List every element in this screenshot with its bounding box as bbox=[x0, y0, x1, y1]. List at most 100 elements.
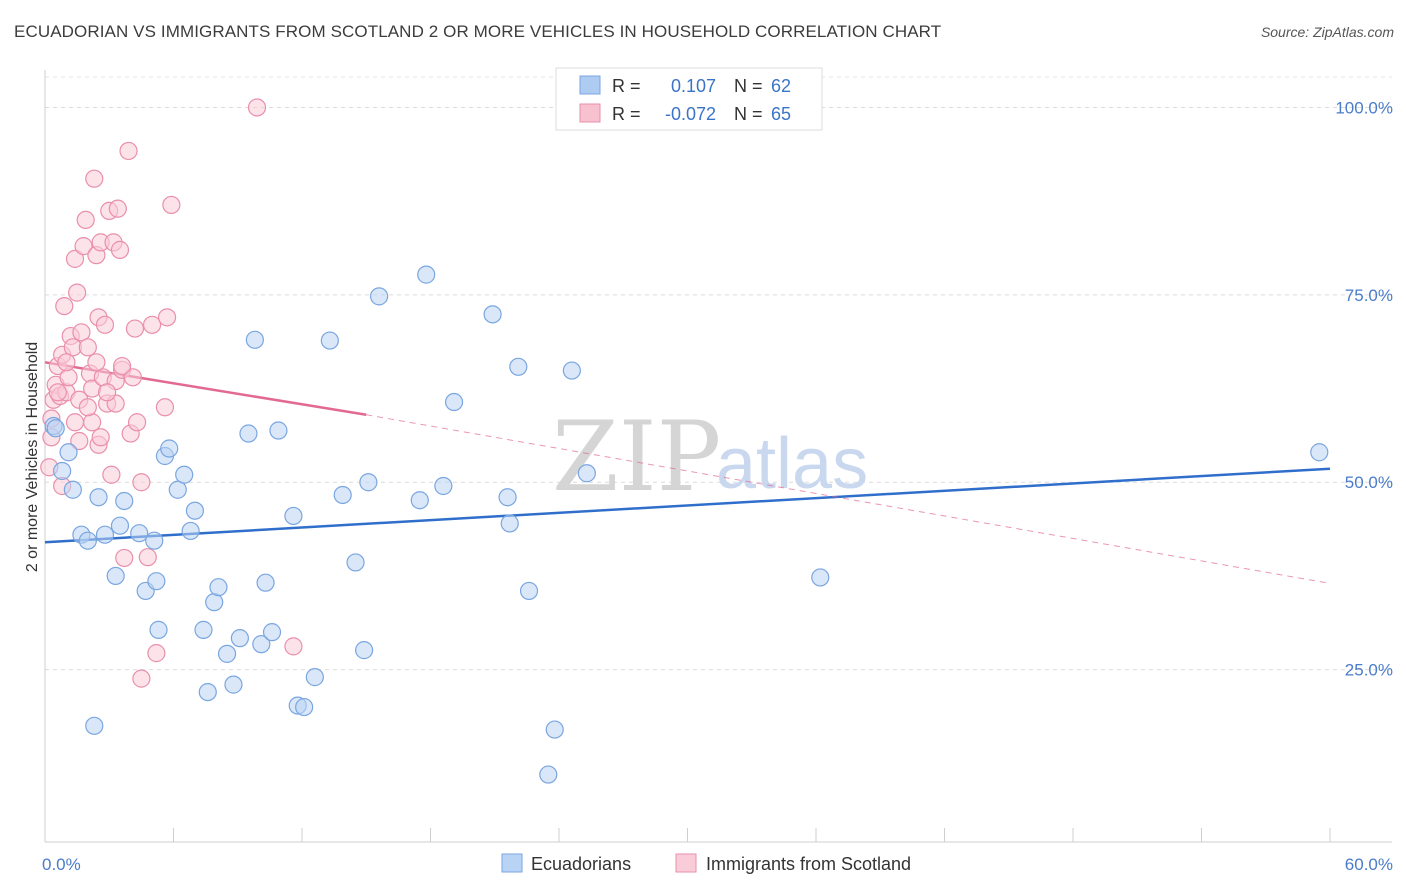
correlation-legend: R = 0.107 N = 62 R = -0.072 N = 65 bbox=[555, 67, 823, 131]
legend-n-label-0: N = bbox=[734, 76, 763, 96]
point-ecuadorians bbox=[333, 485, 352, 505]
trend-line-scotland-extension bbox=[366, 414, 1331, 584]
point-ecuadorians bbox=[130, 524, 149, 543]
chart-title: ECUADORIAN VS IMMIGRANTS FROM SCOTLAND 2… bbox=[14, 22, 942, 41]
point-ecuadorians bbox=[545, 720, 564, 739]
point-ecuadorians bbox=[168, 480, 187, 499]
point-scotland bbox=[123, 368, 142, 387]
point-scotland bbox=[127, 413, 147, 432]
point-ecuadorians bbox=[359, 473, 378, 492]
point-ecuadorians bbox=[59, 443, 78, 462]
point-scotland bbox=[142, 315, 162, 334]
point-scotland bbox=[48, 383, 67, 402]
point-scotland bbox=[102, 465, 121, 484]
point-ecuadorians bbox=[498, 488, 517, 507]
source-label: Source: ZipAtlas.com bbox=[1260, 24, 1394, 40]
legend-n-label-1: N = bbox=[734, 104, 763, 124]
point-scotland bbox=[65, 413, 85, 432]
point-ecuadorians bbox=[63, 480, 82, 499]
point-ecuadorians bbox=[110, 516, 130, 535]
point-ecuadorians bbox=[245, 330, 264, 349]
point-ecuadorians bbox=[577, 464, 596, 483]
legend-n-value-0: 62 bbox=[771, 76, 791, 96]
point-scotland bbox=[87, 353, 106, 372]
point-scotland bbox=[115, 548, 134, 568]
point-ecuadorians bbox=[46, 419, 65, 438]
point-ecuadorians bbox=[1310, 443, 1329, 462]
point-ecuadorians bbox=[224, 675, 243, 694]
point-scotland bbox=[132, 669, 151, 688]
point-scotland bbox=[284, 637, 303, 656]
point-ecuadorians bbox=[194, 620, 213, 639]
point-ecuadorians bbox=[811, 568, 830, 587]
point-scotland bbox=[76, 210, 95, 230]
point-ecuadorians bbox=[262, 623, 282, 642]
point-ecuadorians bbox=[95, 525, 115, 544]
point-ecuadorians bbox=[252, 635, 271, 654]
point-ecuadorians bbox=[346, 553, 365, 572]
point-ecuadorians bbox=[78, 531, 97, 550]
watermark-zip: ZIP bbox=[552, 401, 721, 513]
point-scotland bbox=[95, 315, 115, 334]
point-scotland bbox=[125, 319, 145, 338]
point-ecuadorians bbox=[106, 566, 125, 586]
point-scotland bbox=[108, 199, 127, 218]
point-ecuadorians bbox=[562, 361, 581, 380]
axes bbox=[44, 70, 1392, 843]
point-ecuadorians bbox=[305, 668, 324, 687]
point-scotland bbox=[70, 431, 89, 451]
point-ecuadorians bbox=[115, 491, 134, 511]
point-ecuadorians bbox=[85, 716, 104, 735]
y-tick-label: 100.0% bbox=[1335, 98, 1393, 117]
gridlines bbox=[45, 76, 1392, 671]
point-scotland bbox=[119, 141, 138, 161]
point-ecuadorians bbox=[209, 578, 228, 597]
point-ecuadorians bbox=[370, 287, 389, 306]
point-ecuadorians bbox=[500, 514, 519, 533]
point-scotland bbox=[68, 283, 87, 302]
point-scotland bbox=[83, 413, 102, 432]
point-ecuadorians bbox=[444, 392, 464, 412]
point-ecuadorians bbox=[269, 421, 288, 440]
point-ecuadorians bbox=[417, 265, 436, 284]
point-ecuadorians bbox=[205, 593, 224, 612]
point-ecuadorians bbox=[185, 501, 205, 520]
y-tick-label: 25.0% bbox=[1345, 661, 1393, 680]
series-legend-label-scotland: Immigrants from Scotland bbox=[706, 854, 911, 874]
series-legend-label-ecuadorians: Ecuadorians bbox=[531, 854, 631, 874]
point-scotland bbox=[98, 383, 117, 402]
point-scotland bbox=[138, 548, 157, 567]
point-ecuadorians bbox=[509, 357, 528, 376]
point-scotland bbox=[112, 356, 132, 376]
legend-r-value-0: 0.107 bbox=[671, 76, 716, 96]
legend-swatch-scotland bbox=[579, 103, 601, 123]
x-tick-label-min: 0.0% bbox=[42, 855, 81, 874]
watermark: ZIP atlas bbox=[552, 401, 868, 513]
point-scotland bbox=[110, 240, 130, 259]
point-ecuadorians bbox=[147, 572, 166, 591]
point-scotland bbox=[247, 98, 267, 117]
point-ecuadorians bbox=[434, 476, 453, 496]
legend-r-label-1: R = bbox=[612, 104, 641, 124]
point-scotland bbox=[59, 368, 78, 387]
series-legend-swatch-scotland bbox=[675, 853, 697, 873]
y-axis-label: 2 or more Vehicles in Household bbox=[24, 342, 41, 572]
point-ecuadorians bbox=[284, 506, 303, 526]
y-tick-label: 50.0% bbox=[1345, 473, 1393, 492]
point-ecuadorians bbox=[483, 305, 502, 324]
point-scotland bbox=[147, 644, 166, 663]
point-ecuadorians bbox=[539, 765, 558, 784]
point-scotland bbox=[65, 249, 85, 268]
point-ecuadorians bbox=[181, 521, 200, 541]
point-ecuadorians bbox=[256, 573, 275, 592]
point-scotland bbox=[91, 428, 110, 447]
legend-swatch-ecuadorians bbox=[579, 75, 601, 95]
point-scotland bbox=[72, 323, 91, 342]
point-ecuadorians bbox=[217, 644, 237, 663]
point-ecuadorians bbox=[53, 461, 72, 481]
watermark-atlas: atlas bbox=[716, 424, 868, 504]
legend-r-value-1: -0.072 bbox=[665, 104, 716, 124]
point-ecuadorians bbox=[145, 531, 164, 550]
point-scotland bbox=[155, 398, 175, 417]
point-ecuadorians bbox=[160, 439, 179, 458]
